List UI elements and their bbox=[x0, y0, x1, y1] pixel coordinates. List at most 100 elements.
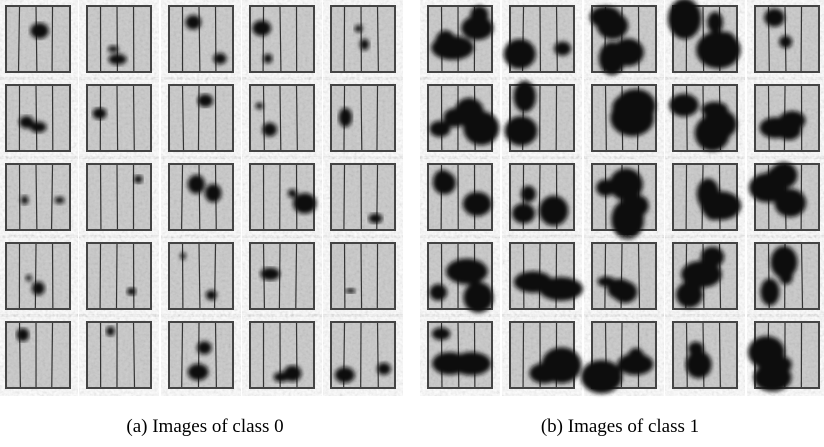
image-tile bbox=[249, 163, 317, 231]
cell-line bbox=[539, 165, 540, 229]
defect bbox=[541, 347, 581, 383]
image-tile bbox=[330, 163, 396, 231]
defect-blobs bbox=[127, 288, 136, 296]
defect bbox=[581, 360, 622, 394]
image-tile bbox=[427, 163, 493, 231]
defect bbox=[274, 372, 290, 382]
cell-line bbox=[297, 86, 298, 150]
cell-line bbox=[36, 7, 37, 71]
defect-blobs bbox=[30, 23, 48, 39]
defect bbox=[108, 54, 126, 65]
panel-class-0 bbox=[5, 5, 396, 389]
image-tile bbox=[509, 163, 575, 231]
image-tile bbox=[505, 81, 575, 152]
defect bbox=[377, 363, 391, 375]
cell-line bbox=[264, 86, 265, 150]
tile-noise bbox=[168, 242, 234, 310]
defect bbox=[30, 23, 48, 39]
image-tile bbox=[168, 5, 234, 73]
defect bbox=[188, 175, 205, 194]
cell-line bbox=[720, 323, 721, 387]
image-tile bbox=[5, 321, 71, 389]
tile-noise bbox=[330, 163, 396, 231]
image-tile bbox=[668, 0, 741, 73]
figure: (a) Images of class 0 (b) Images of clas… bbox=[0, 0, 824, 447]
image-tile bbox=[249, 321, 315, 389]
image-tile bbox=[168, 163, 234, 231]
defect bbox=[188, 364, 209, 381]
tile-noise bbox=[249, 84, 315, 152]
defect bbox=[668, 0, 702, 39]
tile-noise bbox=[249, 5, 315, 73]
cell-line bbox=[117, 86, 118, 150]
image-tile bbox=[427, 84, 499, 152]
defect bbox=[260, 267, 280, 280]
cell-line bbox=[377, 86, 378, 150]
cell-line bbox=[361, 86, 362, 150]
image-tile bbox=[754, 5, 820, 73]
image-tile bbox=[509, 321, 582, 389]
defect-blobs bbox=[198, 94, 214, 107]
defect bbox=[701, 247, 725, 268]
defect bbox=[256, 103, 264, 110]
defect bbox=[355, 25, 363, 32]
defect bbox=[767, 167, 788, 186]
cell-line bbox=[378, 323, 379, 387]
image-tile bbox=[330, 321, 396, 389]
defect bbox=[696, 31, 740, 68]
defect bbox=[760, 278, 779, 305]
cell-line bbox=[182, 323, 183, 387]
defect bbox=[771, 246, 798, 279]
defect bbox=[514, 81, 536, 112]
image-tile bbox=[590, 5, 657, 75]
image-tile bbox=[672, 321, 738, 389]
defect bbox=[55, 197, 65, 204]
defect bbox=[707, 12, 723, 33]
defect bbox=[775, 357, 792, 373]
image-tile bbox=[86, 5, 152, 73]
defect bbox=[521, 186, 536, 203]
defect bbox=[108, 46, 119, 52]
image-tile bbox=[5, 5, 71, 73]
defect-blobs bbox=[346, 288, 355, 293]
defect bbox=[539, 277, 583, 301]
cell-line bbox=[361, 244, 362, 308]
defect bbox=[669, 94, 699, 117]
image-tile bbox=[504, 5, 575, 73]
defect bbox=[628, 348, 645, 368]
image-tile bbox=[427, 5, 493, 73]
image-tile bbox=[749, 162, 820, 231]
image-tile bbox=[249, 242, 315, 310]
defect bbox=[127, 288, 136, 296]
tile-noise bbox=[5, 84, 71, 152]
image-tile bbox=[5, 84, 71, 152]
image-tile bbox=[168, 84, 234, 152]
caption: (a) Images of class 0 bbox=[126, 416, 283, 437]
defect bbox=[252, 20, 271, 36]
defect bbox=[197, 341, 212, 354]
defect bbox=[628, 195, 649, 216]
defect bbox=[198, 94, 214, 107]
cell-line bbox=[199, 165, 200, 229]
image-tile bbox=[168, 321, 234, 389]
defect bbox=[610, 100, 654, 137]
defect bbox=[134, 175, 143, 183]
image-tile bbox=[591, 84, 657, 152]
image-tile bbox=[5, 242, 71, 310]
cell-line bbox=[605, 244, 606, 308]
cell-line bbox=[344, 165, 345, 229]
image-tile bbox=[330, 242, 396, 310]
image-tile bbox=[591, 163, 657, 240]
defect bbox=[106, 326, 115, 336]
image-tile bbox=[330, 5, 396, 73]
cell-line bbox=[199, 7, 200, 71]
tile-noise bbox=[86, 163, 152, 231]
defect bbox=[369, 213, 383, 223]
cell-line bbox=[52, 323, 53, 387]
tile-noise bbox=[168, 84, 234, 152]
image-tile bbox=[249, 5, 315, 73]
cell-line bbox=[116, 244, 117, 308]
cell-line bbox=[134, 86, 135, 150]
cell-line bbox=[378, 7, 379, 71]
image-tile bbox=[86, 321, 152, 389]
